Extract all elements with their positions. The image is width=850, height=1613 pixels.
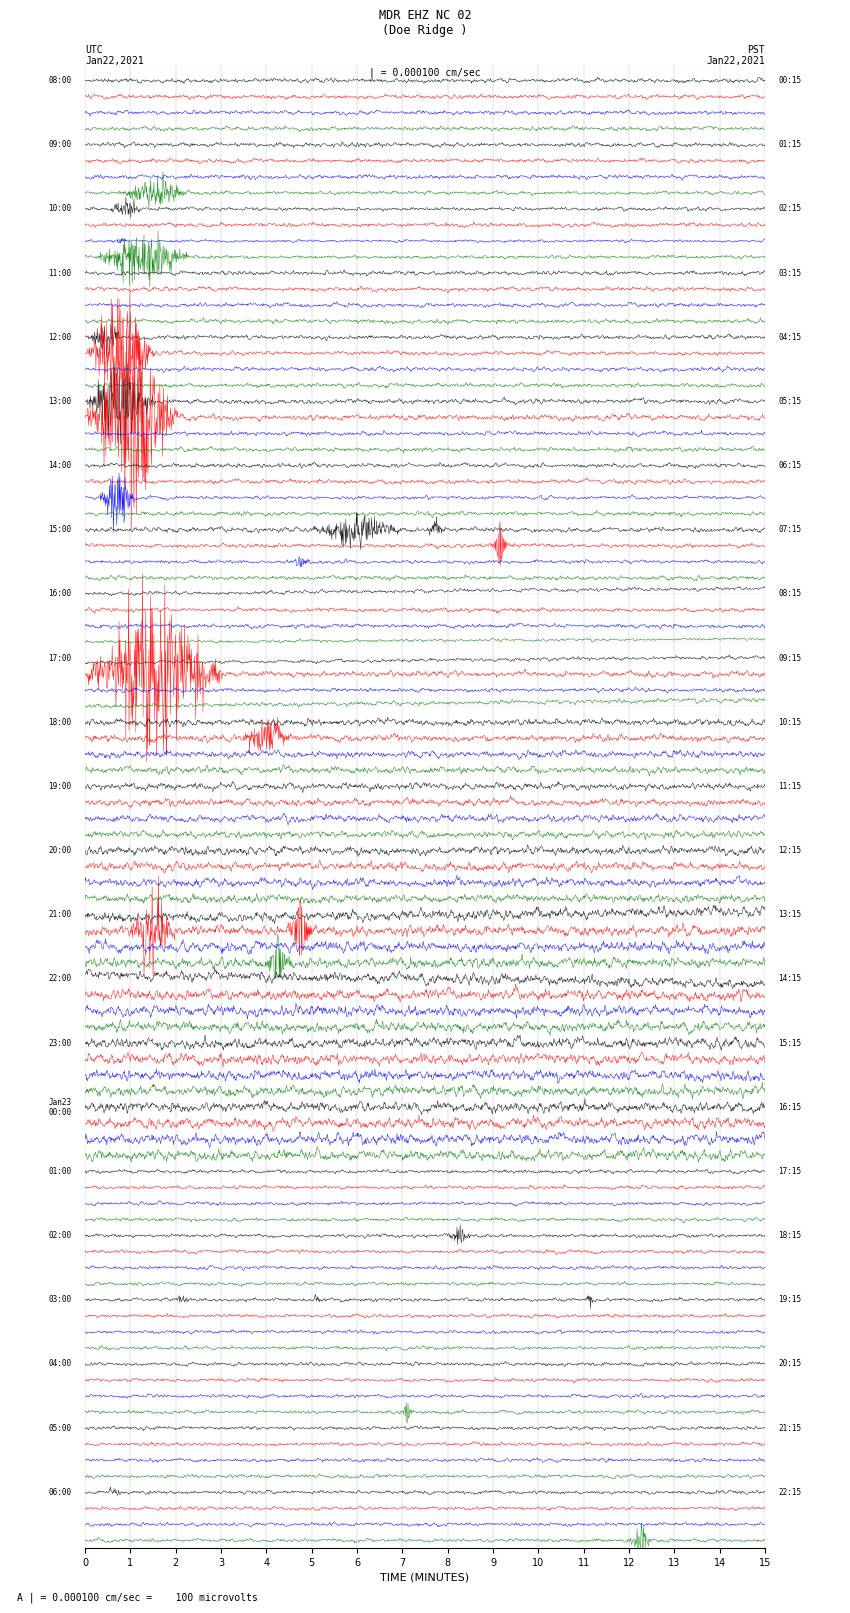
Text: 22:15: 22:15 [779, 1487, 802, 1497]
Text: 07:15: 07:15 [779, 526, 802, 534]
Text: 01:00: 01:00 [48, 1166, 71, 1176]
Text: | = 0.000100 cm/sec: | = 0.000100 cm/sec [369, 68, 481, 79]
Title: MDR EHZ NC 02
(Doe Ridge ): MDR EHZ NC 02 (Doe Ridge ) [379, 10, 471, 37]
Text: 00:15: 00:15 [779, 76, 802, 85]
Text: 06:15: 06:15 [779, 461, 802, 469]
Text: 01:15: 01:15 [779, 140, 802, 150]
Text: 10:00: 10:00 [48, 205, 71, 213]
Text: 06:00: 06:00 [48, 1487, 71, 1497]
Text: 10:15: 10:15 [779, 718, 802, 727]
Text: 19:00: 19:00 [48, 782, 71, 790]
Text: 14:00: 14:00 [48, 461, 71, 469]
Text: Jan23
00:00: Jan23 00:00 [48, 1097, 71, 1118]
X-axis label: TIME (MINUTES): TIME (MINUTES) [381, 1573, 469, 1582]
Text: 18:00: 18:00 [48, 718, 71, 727]
Text: 08:15: 08:15 [779, 589, 802, 598]
Text: 23:00: 23:00 [48, 1039, 71, 1047]
Text: 02:15: 02:15 [779, 205, 802, 213]
Text: Jan22,2021: Jan22,2021 [706, 56, 765, 66]
Text: 15:15: 15:15 [779, 1039, 802, 1047]
Text: UTC: UTC [85, 45, 103, 55]
Text: PST: PST [747, 45, 765, 55]
Text: 18:15: 18:15 [779, 1231, 802, 1240]
Text: A | = 0.000100 cm/sec =    100 microvolts: A | = 0.000100 cm/sec = 100 microvolts [17, 1592, 258, 1603]
Text: 20:00: 20:00 [48, 847, 71, 855]
Text: 21:15: 21:15 [779, 1424, 802, 1432]
Text: 17:00: 17:00 [48, 653, 71, 663]
Text: 21:00: 21:00 [48, 910, 71, 919]
Text: 22:00: 22:00 [48, 974, 71, 984]
Text: 16:00: 16:00 [48, 589, 71, 598]
Text: 09:00: 09:00 [48, 140, 71, 150]
Text: 16:15: 16:15 [779, 1103, 802, 1111]
Text: 11:00: 11:00 [48, 269, 71, 277]
Text: 03:15: 03:15 [779, 269, 802, 277]
Text: 04:00: 04:00 [48, 1360, 71, 1368]
Text: 13:15: 13:15 [779, 910, 802, 919]
Text: 09:15: 09:15 [779, 653, 802, 663]
Text: 05:15: 05:15 [779, 397, 802, 406]
Text: 05:00: 05:00 [48, 1424, 71, 1432]
Text: 02:00: 02:00 [48, 1231, 71, 1240]
Text: 11:15: 11:15 [779, 782, 802, 790]
Text: 20:15: 20:15 [779, 1360, 802, 1368]
Text: 15:00: 15:00 [48, 526, 71, 534]
Text: 19:15: 19:15 [779, 1295, 802, 1305]
Text: 17:15: 17:15 [779, 1166, 802, 1176]
Text: 03:00: 03:00 [48, 1295, 71, 1305]
Text: 12:15: 12:15 [779, 847, 802, 855]
Text: Jan22,2021: Jan22,2021 [85, 56, 144, 66]
Text: 04:15: 04:15 [779, 332, 802, 342]
Text: 13:00: 13:00 [48, 397, 71, 406]
Text: 12:00: 12:00 [48, 332, 71, 342]
Text: 14:15: 14:15 [779, 974, 802, 984]
Text: 08:00: 08:00 [48, 76, 71, 85]
